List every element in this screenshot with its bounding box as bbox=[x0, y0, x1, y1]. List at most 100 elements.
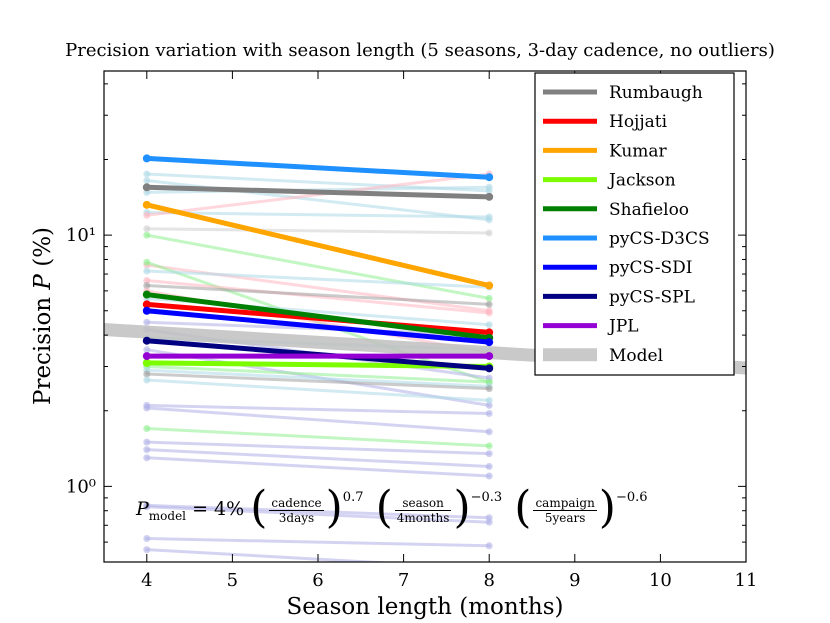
series-point-hojjati bbox=[142, 300, 151, 309]
background-line-12 bbox=[145, 284, 491, 306]
series-line-pycs-d3cs bbox=[144, 155, 492, 180]
x-tick-label: 6 bbox=[312, 570, 323, 591]
background-line-25 bbox=[145, 426, 491, 448]
legend-label-pycs-spl: pyCS-SPL bbox=[609, 287, 695, 307]
x-axis-label: Season length (months) bbox=[287, 594, 564, 620]
background-point bbox=[143, 404, 151, 412]
background-point bbox=[143, 176, 151, 184]
background-line-26 bbox=[145, 440, 491, 456]
background-line-11 bbox=[145, 278, 491, 315]
x-tick-label: 4 bbox=[141, 570, 152, 591]
legend-label-hojjati: Hojjati bbox=[609, 112, 668, 132]
legend-label-jackson: Jackson bbox=[607, 171, 676, 191]
formula-frac-season: season 4months bbox=[394, 495, 452, 525]
background-point bbox=[143, 503, 151, 511]
background-point bbox=[143, 276, 151, 284]
background-point bbox=[485, 321, 493, 329]
background-line-10 bbox=[145, 269, 491, 289]
background-point bbox=[485, 385, 493, 393]
background-point bbox=[485, 472, 493, 480]
x-tick-label: 9 bbox=[569, 570, 580, 591]
legend-label-pycs-sdi: pyCS-SDI bbox=[609, 258, 693, 278]
formula-exp-cadence: 0.7 bbox=[342, 490, 364, 505]
y-tick-label: 10¹ bbox=[66, 225, 96, 246]
background-point bbox=[143, 211, 151, 219]
background-point bbox=[485, 229, 493, 237]
series-point-pycs-spl bbox=[142, 336, 151, 345]
background-point bbox=[485, 542, 493, 550]
series-point-rumbaugh bbox=[485, 192, 494, 201]
background-point bbox=[143, 376, 151, 384]
background-point bbox=[485, 300, 493, 308]
y-axis-label: Precision P (%) bbox=[30, 227, 56, 405]
background-point bbox=[485, 309, 493, 317]
series-point-pycs-d3cs bbox=[485, 173, 494, 182]
background-point bbox=[485, 518, 493, 526]
background-point bbox=[143, 225, 151, 233]
formula-lhs-sub: model bbox=[148, 508, 187, 523]
x-tick-label: 11 bbox=[735, 570, 758, 591]
background-line-21 bbox=[145, 372, 491, 391]
x-tick-label: 5 bbox=[227, 570, 238, 591]
background-point bbox=[143, 454, 151, 462]
series-point-pycs-spl bbox=[485, 364, 494, 373]
background-lines bbox=[143, 170, 493, 562]
background-point bbox=[485, 462, 493, 470]
background-line-24 bbox=[145, 406, 491, 434]
background-point bbox=[143, 535, 151, 543]
background-line-28 bbox=[145, 456, 491, 478]
x-tick-label: 7 bbox=[398, 570, 409, 591]
background-line-22 bbox=[145, 378, 491, 402]
series-point-kumar bbox=[485, 281, 494, 290]
legend: Rumbaugh Hojjati Kumar Jackson Shafieloo pyCS… bbox=[534, 72, 735, 376]
series-point-jpl bbox=[142, 352, 151, 361]
series-point-jackson bbox=[142, 358, 151, 367]
background-point bbox=[143, 546, 151, 554]
background-point bbox=[143, 258, 151, 266]
legend-label-pycs-d3cs: pyCS-D3CS bbox=[609, 229, 710, 249]
formula-frac-campaign: campaign 5years bbox=[533, 495, 597, 525]
x-tick-label: 8 bbox=[483, 570, 494, 591]
y-tick-label: 10⁰ bbox=[66, 476, 96, 497]
background-point bbox=[485, 442, 493, 450]
background-point bbox=[143, 170, 151, 178]
series-line-kumar bbox=[144, 202, 492, 289]
background-line-7 bbox=[145, 233, 491, 300]
series-point-pycs-d3cs bbox=[142, 154, 151, 163]
plot-frame bbox=[103, 70, 747, 563]
background-line-29 bbox=[145, 503, 491, 520]
legend-label-shafieloo: Shafieloo bbox=[609, 200, 689, 220]
series-line-rumbaugh bbox=[144, 184, 492, 200]
legend-label-jpl: JPL bbox=[607, 317, 639, 337]
background-point bbox=[143, 267, 151, 275]
legend-label-kumar: Kumar bbox=[609, 141, 668, 161]
background-line-20 bbox=[145, 368, 491, 388]
formula-equals: = 4% bbox=[192, 498, 245, 520]
background-point bbox=[485, 428, 493, 436]
legend-label-model: Model bbox=[609, 346, 663, 366]
series-point-pycs-sdi bbox=[142, 306, 151, 315]
series-line-shafieloo bbox=[144, 292, 492, 341]
chart-title: Precision variation with season length (… bbox=[65, 40, 775, 61]
formula-frac-cadence: cadence 3days bbox=[269, 495, 324, 525]
background-line-19 bbox=[145, 364, 491, 384]
background-point bbox=[143, 318, 151, 326]
background-point bbox=[143, 446, 151, 454]
legend-label-rumbaugh: Rumbaugh bbox=[609, 83, 703, 103]
background-point bbox=[143, 370, 151, 378]
model-formula: Pmodel = 4% (cadence 3days)0.7 (season 4mo… bbox=[136, 482, 648, 533]
series-point-jpl bbox=[485, 352, 494, 361]
background-point bbox=[485, 401, 493, 409]
x-tick-label: 10 bbox=[649, 570, 672, 591]
series-line-pycs-sdi bbox=[144, 308, 492, 345]
background-point bbox=[143, 438, 151, 446]
background-point bbox=[485, 213, 493, 221]
background-line-23 bbox=[145, 403, 491, 415]
series-point-shafieloo bbox=[142, 290, 151, 299]
y-axis-ticks: 10⁰ 10¹ bbox=[66, 83, 746, 563]
series-point-pycs-sdi bbox=[485, 338, 494, 347]
series-point-rumbaugh bbox=[142, 183, 151, 192]
background-line-5 bbox=[145, 172, 491, 217]
background-point bbox=[485, 183, 493, 191]
